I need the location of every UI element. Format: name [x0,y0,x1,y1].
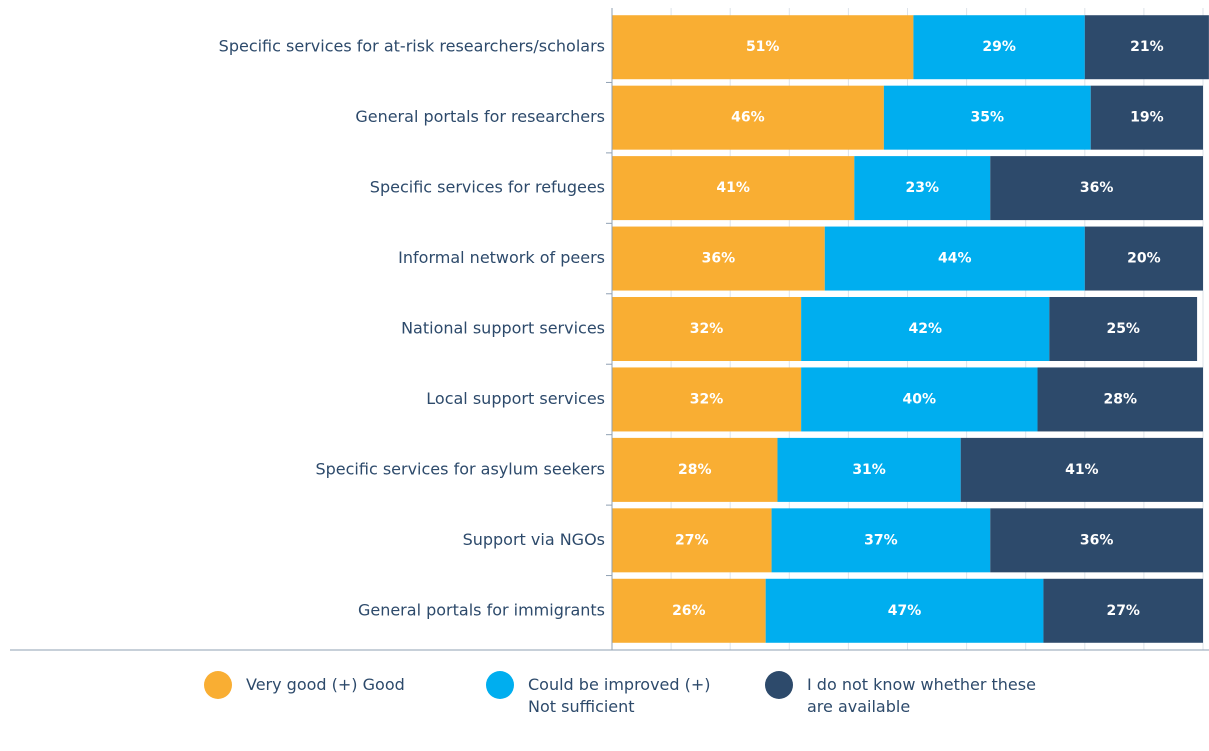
bar-segment [960,437,1203,502]
value-label: 46% [731,110,765,126]
value-label: 44% [938,251,972,267]
bar-segment [765,578,1044,643]
bar-segment [990,156,1203,221]
bar-segment [913,15,1085,80]
y-tick-label: Local support services [426,389,605,408]
bar-segment [1043,578,1203,643]
value-label: 36% [1080,180,1114,196]
value-label: 23% [906,180,940,196]
bar-segment [990,508,1203,573]
bar-segment [612,297,802,361]
bar-segment [771,508,991,573]
value-label: 40% [903,391,937,407]
bar-segment [1049,297,1198,361]
legend-label: Could be improved (+) Not sufficient [528,675,711,716]
bar-segment [1084,15,1209,80]
y-tick-label: Support via NGOs [463,530,605,549]
value-label: 19% [1130,110,1164,126]
bar-segment [612,226,825,291]
value-label: 32% [690,391,724,407]
bar-segment [1090,85,1203,150]
value-label: 26% [672,603,706,619]
bar-segment [612,85,884,150]
legend-swatch [765,671,793,699]
value-label: 35% [971,110,1005,126]
y-tick-label: Specific services for at-risk researcher… [219,37,605,56]
value-label: 42% [908,321,942,337]
bar-segment [801,367,1038,432]
value-label: 28% [1104,391,1138,407]
y-tick-label: Specific services for asylum seekers [315,459,605,478]
value-label: 37% [864,532,898,548]
y-tick-label: General portals for researchers [355,107,605,126]
bar-segment [612,15,914,80]
bar-segment [612,367,802,432]
value-label: 20% [1127,251,1161,267]
value-label: 25% [1106,321,1140,337]
bar-segment [854,156,991,221]
value-label: 36% [1080,532,1114,548]
y-tick-label: General portals for immigrants [358,600,605,619]
bar-segment [612,156,855,221]
bar-segment [824,226,1085,291]
legend-label: Very good (+) Good [246,675,405,694]
bar-segment [1037,367,1203,432]
value-label: 41% [716,180,750,196]
bar-segment [1084,226,1203,291]
legend-label: I do not know whether these are availabl… [807,675,1036,716]
y-tick-label: Informal network of peers [398,248,605,267]
value-label: 51% [746,39,780,55]
bar-segment [612,578,766,643]
value-label: 28% [678,462,712,478]
value-label: 27% [675,532,709,548]
bar-segment [801,297,1050,361]
value-label: 29% [982,39,1016,55]
value-label: 31% [852,462,886,478]
y-tick-label: Specific services for refugees [370,178,605,197]
value-label: 27% [1106,603,1140,619]
bar-segment [777,437,961,502]
value-label: 32% [690,321,724,337]
value-label: 36% [702,251,736,267]
value-label: 41% [1065,462,1099,478]
legend-swatch [204,671,232,699]
bar-segment [612,508,772,573]
value-label: 21% [1130,39,1164,55]
legend-swatch [486,671,514,699]
bar-segment [612,437,778,502]
y-tick-label: National support services [401,319,605,338]
value-label: 47% [888,603,922,619]
bar-segment [883,85,1091,150]
